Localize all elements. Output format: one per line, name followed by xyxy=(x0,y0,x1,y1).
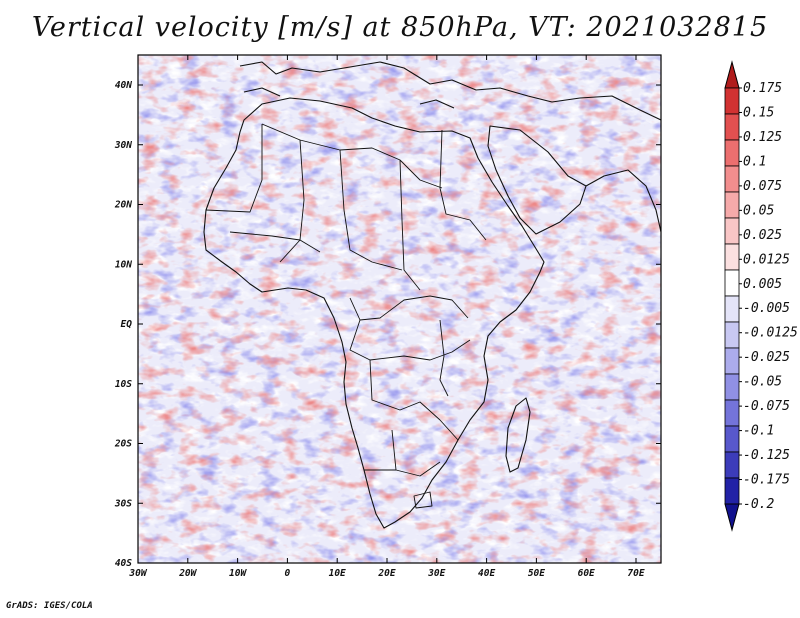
lon-label: 40E xyxy=(478,568,495,579)
lon-label: 10E xyxy=(329,568,346,579)
lon-label: 50E xyxy=(528,568,545,579)
footer-credit: GrADS: IGES/COLA xyxy=(6,601,93,611)
colorbar-label: -0.175 xyxy=(743,473,790,488)
colorbar-label: 0.125 xyxy=(743,130,782,145)
lat-label: 20S xyxy=(114,439,132,450)
colorbar-label: 0.15 xyxy=(743,105,774,120)
lon-label: 20W xyxy=(178,568,197,579)
velocity-field xyxy=(138,55,661,563)
plot-frame xyxy=(137,54,662,564)
lon-label: 20E xyxy=(377,568,395,579)
lon-label: 30W xyxy=(128,568,147,579)
colorbar-band xyxy=(724,243,740,271)
colorbar-band xyxy=(724,295,740,323)
map-title: Vertical velocity [m/s] at 850hPa, VT: 2… xyxy=(31,12,769,43)
longitude-axis: 30W 20W 10W 0 10E 20E 30E 40E 50E 60E 70E xyxy=(128,55,645,579)
lat-label: 40N xyxy=(115,80,132,91)
colorbar-label: -0.075 xyxy=(743,399,790,414)
lon-label: 60E xyxy=(578,568,595,579)
colorbar-label: -0.1 xyxy=(743,424,774,439)
lon-label: 10W xyxy=(229,568,247,579)
lon-label: 0 xyxy=(285,568,291,579)
colorbar-band xyxy=(724,425,740,453)
colorbar-band xyxy=(724,347,740,375)
lat-label: 20N xyxy=(114,200,132,211)
colorbar-band xyxy=(724,269,740,297)
colorbar-label: -0.005 xyxy=(743,301,790,316)
colorbar-band xyxy=(724,139,740,167)
colorbar-band xyxy=(724,191,740,219)
coastlines xyxy=(203,61,661,529)
colorbar-label: 0.025 xyxy=(743,228,782,243)
lat-label: EQ xyxy=(121,319,133,330)
colorbar-label: 0.05 xyxy=(743,203,774,218)
colorbar-label: -0.05 xyxy=(743,375,782,390)
colorbar-label: 0.0125 xyxy=(743,252,790,267)
colorbar-label: 0.075 xyxy=(743,179,782,194)
colorbar-band xyxy=(724,321,740,349)
colorbar-band xyxy=(724,399,740,427)
colorbar-band xyxy=(724,373,740,401)
lat-label: 30S xyxy=(114,498,132,509)
colorbar-label: 0.175 xyxy=(743,81,782,96)
colorbar: 0.175 0.15 0.125 0.1 0.075 0.05 0.025 0.0125 0.0… xyxy=(724,60,798,532)
colorbar-label: -0.025 xyxy=(743,350,790,365)
colorbar-bottom-arrow xyxy=(724,503,740,532)
colorbar-band xyxy=(724,477,740,505)
colorbar-label: -0.125 xyxy=(743,448,790,463)
lat-label: 40S xyxy=(115,558,132,569)
latitude-axis: 40N 30N 20N 10N EQ 10S 20S 30S 40S xyxy=(114,80,661,569)
colorbar-band xyxy=(724,113,740,141)
lat-label: 10S xyxy=(115,379,132,390)
colorbar-band xyxy=(724,217,740,245)
lat-label: 30N xyxy=(114,140,132,151)
colorbar-top-arrow xyxy=(724,60,740,89)
lon-label: 30E xyxy=(427,568,445,579)
colorbar-label: -0.2 xyxy=(743,497,774,512)
colorbar-band xyxy=(724,165,740,193)
colorbar-label: 0.1 xyxy=(743,154,766,169)
colorbar-band xyxy=(724,451,740,479)
colorbar-label: -0.0125 xyxy=(743,326,798,341)
lat-label: 10N xyxy=(115,259,132,270)
colorbar-label: 0.005 xyxy=(743,277,782,292)
lon-label: 70E xyxy=(627,568,644,579)
colorbar-band xyxy=(724,87,740,115)
